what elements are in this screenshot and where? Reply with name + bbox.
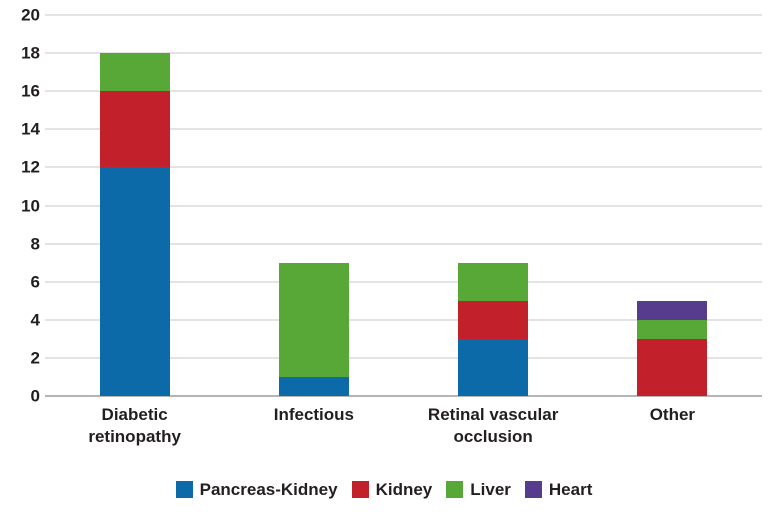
bar-segment-kidney xyxy=(458,300,529,339)
y-tick-label: 14 xyxy=(21,119,40,139)
bar-segment-liver xyxy=(637,319,708,339)
bar-segment-pancreas-kidney xyxy=(278,376,349,396)
legend-swatch-icon xyxy=(446,481,464,498)
y-tick-label: 8 xyxy=(30,234,40,254)
x-category-label-line: Retinal vascular xyxy=(427,405,559,424)
legend-item: Kidney xyxy=(351,480,433,499)
x-category-label-line: retinopathy xyxy=(88,427,181,446)
gridline xyxy=(45,14,762,16)
legend-label: Pancreas-Kidney xyxy=(199,480,338,499)
x-category-label: Infectious xyxy=(219,404,409,426)
x-category-label: Diabetic retinopathy xyxy=(40,404,230,448)
bar-segment-liver xyxy=(99,53,170,92)
legend-item: Heart xyxy=(524,480,593,499)
bar-segment-pancreas-kidney xyxy=(99,167,170,396)
bar-segment-pancreas-kidney xyxy=(458,338,529,396)
gridline xyxy=(45,90,762,93)
legend-item: Pancreas-Kidney xyxy=(175,480,338,499)
y-tick-label: 16 xyxy=(21,81,40,101)
y-tick-label: 2 xyxy=(30,348,40,368)
y-tick-label: 4 xyxy=(30,310,40,330)
legend-swatch-icon xyxy=(351,481,369,498)
gridline xyxy=(45,356,762,359)
gridline xyxy=(45,166,762,169)
gridline xyxy=(45,280,762,283)
y-tick-label: 10 xyxy=(21,196,40,215)
gridline xyxy=(45,318,762,321)
legend: Pancreas-Kidney Kidney Liver Heart xyxy=(0,481,768,498)
legend-label: Liver xyxy=(470,480,511,499)
x-axis-line xyxy=(45,395,762,397)
gridline xyxy=(45,52,762,55)
x-category-label-line: occlusion xyxy=(453,427,533,446)
bar-segment-liver xyxy=(278,262,349,377)
gridline xyxy=(45,204,762,207)
x-category-label: Other xyxy=(577,404,767,426)
y-tick-label: 18 xyxy=(21,43,40,63)
y-tick-label: 20 xyxy=(21,5,40,25)
y-tick-label: 12 xyxy=(21,157,40,177)
bar-segment-kidney xyxy=(99,91,170,168)
legend-swatch-icon xyxy=(524,481,542,498)
legend-label: Heart xyxy=(548,480,593,499)
bar-segment-kidney xyxy=(637,338,708,396)
y-tick-label: 0 xyxy=(30,386,40,406)
x-category-label: Retinal vascular occlusion xyxy=(398,404,588,448)
bar-segment-heart xyxy=(637,300,708,320)
legend-item: Liver xyxy=(446,481,511,498)
legend-label: Kidney xyxy=(375,480,433,499)
x-category-label-line: Infectious xyxy=(273,405,355,424)
y-tick-label: 6 xyxy=(30,272,40,292)
x-category-label-line: Other xyxy=(649,405,696,424)
bar-segment-liver xyxy=(458,262,529,301)
gridline xyxy=(45,242,762,245)
x-category-label-line: Diabetic xyxy=(101,405,168,424)
legend-swatch-icon xyxy=(175,481,193,498)
gridline xyxy=(45,128,762,131)
